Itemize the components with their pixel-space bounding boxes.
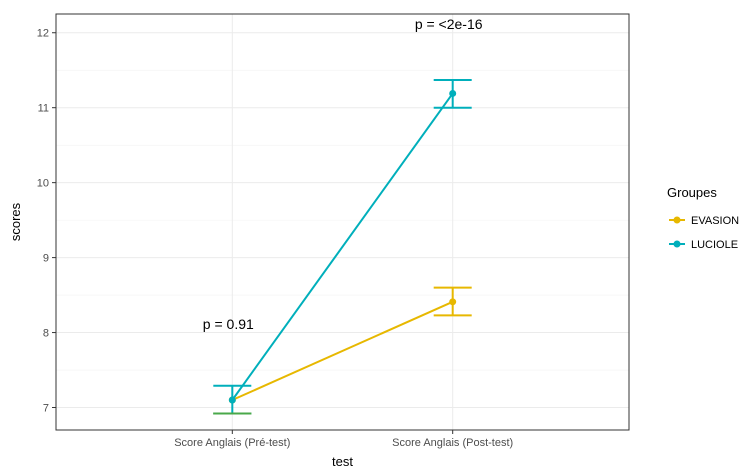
legend-item-luciole: LUCIOLE bbox=[669, 239, 738, 251]
legend-key-point bbox=[673, 240, 681, 248]
p-value-annotation: p = 0.91 bbox=[203, 316, 254, 332]
legend-label: EVASION bbox=[691, 215, 739, 227]
data-point bbox=[449, 298, 457, 306]
legend-label: LUCIOLE bbox=[691, 239, 738, 251]
y-axis: 7 8 9 10 11 12 bbox=[37, 28, 56, 415]
x-axis-title: test bbox=[332, 454, 353, 468]
legend: Groupes EVASION LUCIOLE bbox=[667, 185, 739, 251]
series-line bbox=[231, 300, 454, 401]
series-luciole bbox=[213, 78, 472, 415]
y-tick-label: 11 bbox=[38, 103, 49, 115]
panel-background bbox=[56, 14, 629, 430]
series-line bbox=[231, 92, 454, 401]
data-point bbox=[449, 89, 457, 97]
p-value-annotation: p = <2e-16 bbox=[415, 16, 483, 32]
y-tick-label: 8 bbox=[43, 328, 49, 340]
y-tick-label: 12 bbox=[37, 28, 49, 40]
legend-item-evasion: EVASION bbox=[669, 215, 739, 227]
y-tick-label: 9 bbox=[43, 253, 49, 265]
panel-border bbox=[55, 13, 630, 431]
y-tick-label: 7 bbox=[43, 403, 49, 415]
y-axis-title: scores bbox=[8, 202, 23, 241]
x-axis: Score Anglais (Pré-test) Score Anglais (P… bbox=[174, 430, 513, 449]
y-tick-label: 10 bbox=[37, 178, 49, 190]
data-point bbox=[228, 396, 236, 404]
x-tick-label: Score Anglais (Post-test) bbox=[392, 437, 513, 449]
legend-title: Groupes bbox=[667, 185, 717, 200]
x-tick-label: Score Anglais (Pré-test) bbox=[174, 437, 290, 449]
legend-key-point bbox=[673, 216, 681, 224]
series-layer bbox=[213, 78, 472, 415]
annotations: p = 0.91 p = <2e-16 bbox=[203, 16, 483, 332]
panel-grid bbox=[56, 14, 629, 430]
